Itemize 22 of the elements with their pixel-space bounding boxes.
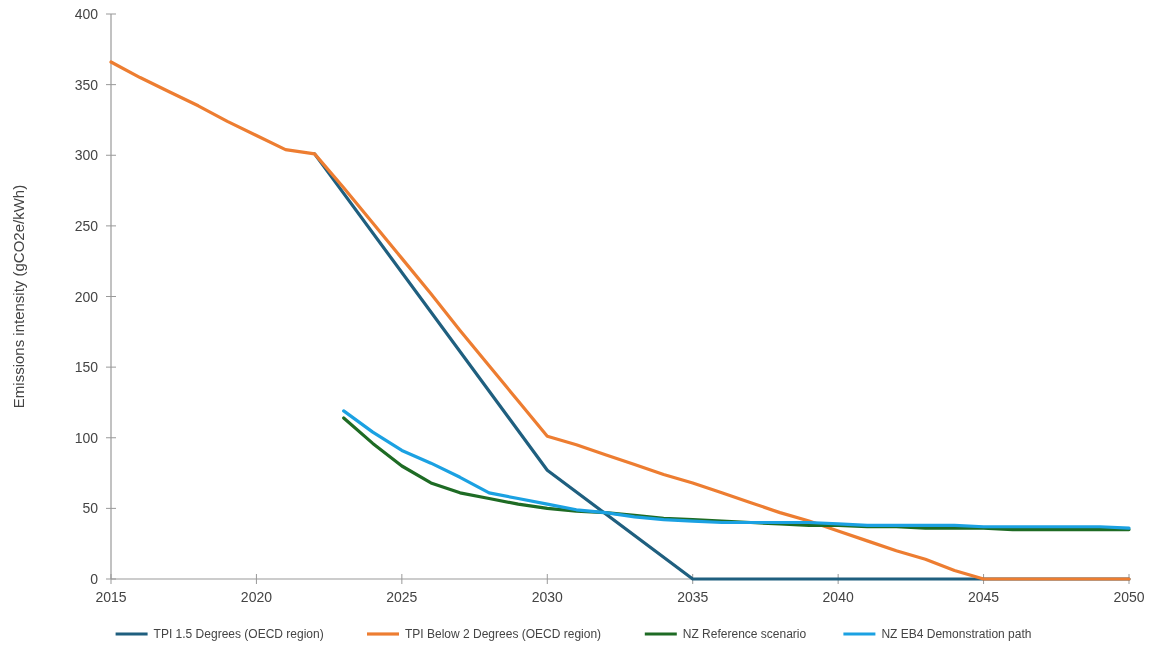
legend-label: NZ Reference scenario [682,627,807,641]
y-tick-label: 50 [82,500,99,517]
y-tick-label: 350 [74,76,99,93]
x-tick-label: 2040 [822,589,854,605]
y-tick-label: 300 [74,147,99,164]
x-tick-label: 2025 [386,589,418,605]
y-tick-label: 100 [74,429,99,446]
y-tick-label: 150 [74,359,99,376]
y-tick-label: 250 [74,217,99,234]
x-tick-label: 2030 [531,589,564,605]
legend-label: NZ EB4 Demonstration path [881,627,1032,641]
x-tick-label: 2015 [95,589,127,605]
y-tick-label: 400 [74,6,99,22]
legend-label: TPI Below 2 Degrees (OECD region) [405,627,602,641]
y-axis-title: Emissions intensity (gCO2e/kWh) [10,184,27,409]
x-tick-label: 2035 [677,589,709,605]
x-tick-label: 2020 [240,589,273,605]
x-tick-label: 2045 [967,589,1000,605]
legend-label: TPI 1.5 Degrees (OECD region) [153,627,324,641]
y-tick-label: 200 [74,288,99,305]
y-tick-label: 0 [90,571,99,587]
x-tick-label: 2050 [1113,589,1145,605]
